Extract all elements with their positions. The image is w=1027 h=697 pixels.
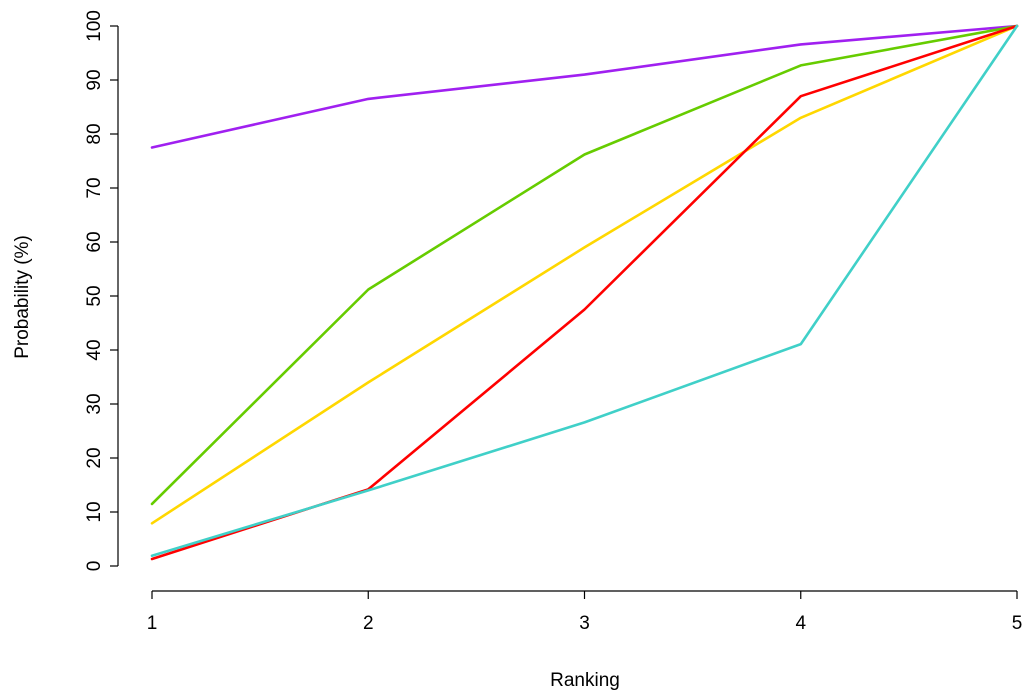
series-line-3 xyxy=(150,24,1019,525)
y-tick-label: 100 xyxy=(84,10,105,42)
x-tick-label: 4 xyxy=(795,613,806,634)
series-line-1 xyxy=(150,24,1019,149)
y-tick-label: 90 xyxy=(84,69,105,90)
y-axis-title: Probability (%) xyxy=(12,235,33,359)
y-tick-label: 20 xyxy=(84,447,105,468)
series-line-2 xyxy=(150,24,1019,506)
y-tick-label: 0 xyxy=(84,561,105,572)
x-tick-label: 5 xyxy=(1012,613,1023,634)
y-tick-label: 60 xyxy=(84,231,105,252)
y-axis: 0 10 20 30 40 50 60 70 80 90 100 xyxy=(84,10,119,572)
y-tick-label: 70 xyxy=(84,177,105,198)
x-axis-title: Ranking xyxy=(550,670,620,691)
x-tick-label: 2 xyxy=(363,613,374,634)
series-line-4 xyxy=(150,24,1019,561)
x-axis: 1 2 3 4 5 xyxy=(147,590,1023,634)
y-tick-label: 30 xyxy=(84,393,105,414)
series-line-5 xyxy=(150,24,1019,558)
series-lines xyxy=(150,24,1019,561)
y-tick-label: 10 xyxy=(84,501,105,522)
x-tick-label: 1 xyxy=(147,613,158,634)
y-tick-label: 80 xyxy=(84,123,105,144)
y-tick-label: 50 xyxy=(84,285,105,306)
y-tick-label: 40 xyxy=(84,339,105,360)
x-tick-label: 3 xyxy=(579,613,590,634)
